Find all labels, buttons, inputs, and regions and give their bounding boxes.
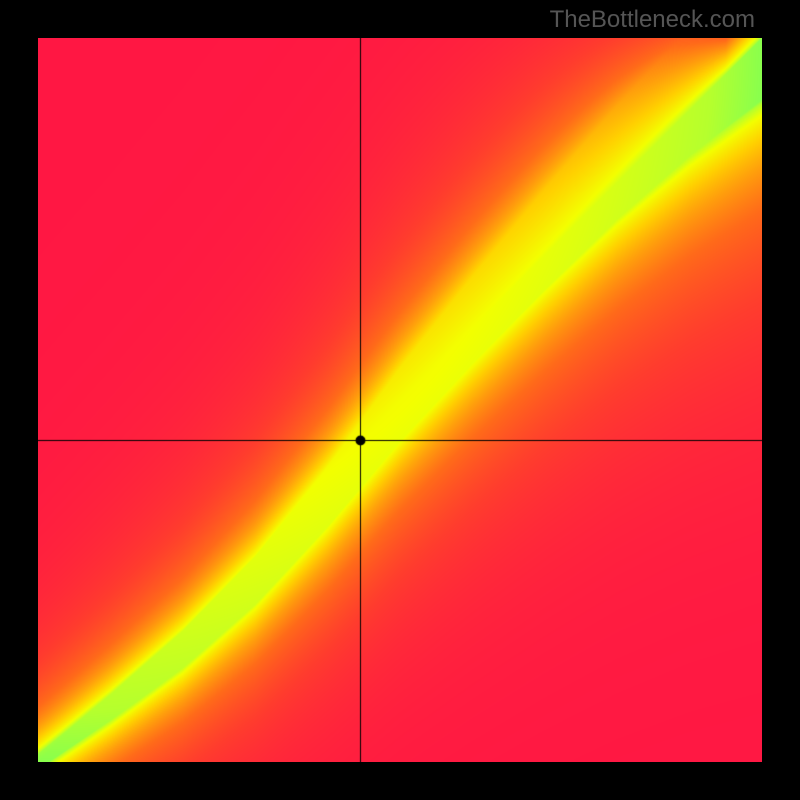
chart-container: TheBottleneck.com: [0, 0, 800, 800]
watermark-text: TheBottleneck.com: [550, 6, 755, 34]
bottleneck-heatmap: [38, 38, 762, 762]
